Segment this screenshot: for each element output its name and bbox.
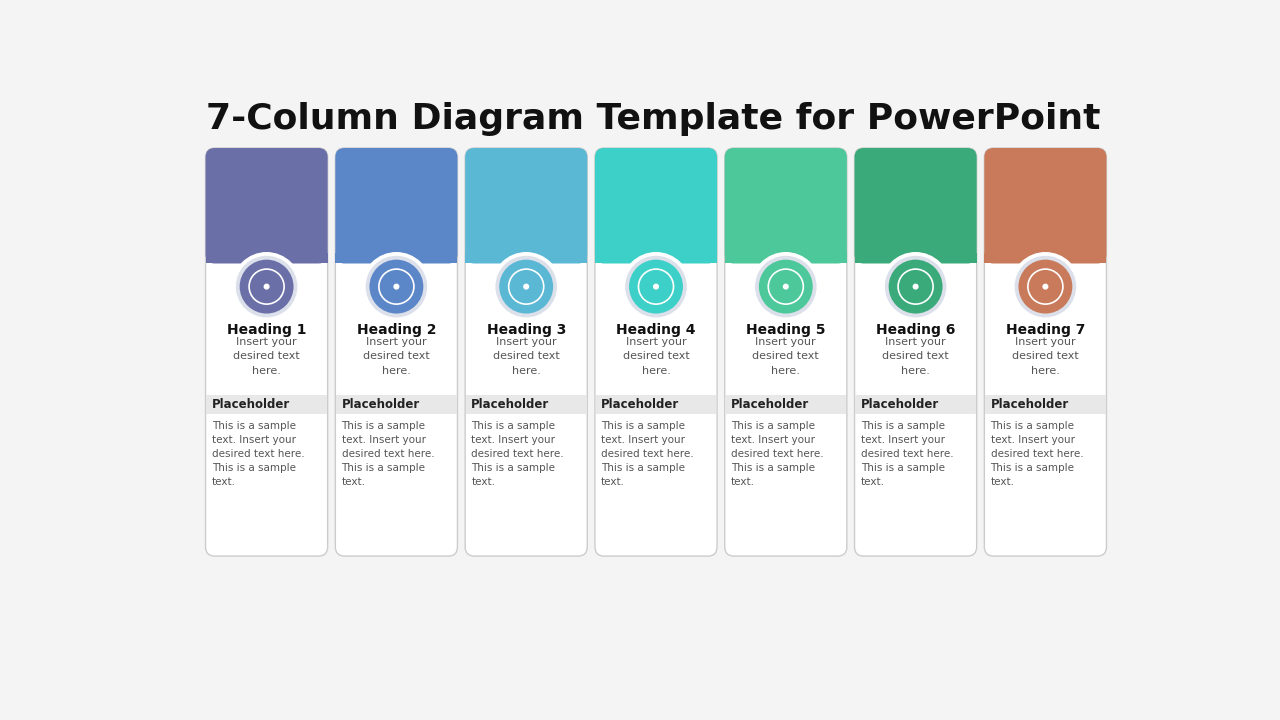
Text: Placeholder: Placeholder — [471, 398, 549, 411]
Text: This is a sample
text. Insert your
desired text here.
This is a sample
text.: This is a sample text. Insert your desir… — [211, 421, 305, 487]
Bar — [984, 253, 1106, 264]
FancyBboxPatch shape — [335, 148, 457, 556]
Circle shape — [1043, 284, 1048, 289]
Text: This is a sample
text. Insert your
desired text here.
This is a sample
text.: This is a sample text. Insert your desir… — [602, 421, 694, 487]
Circle shape — [783, 284, 788, 289]
Circle shape — [914, 284, 918, 289]
Circle shape — [884, 256, 946, 318]
Text: Heading 4: Heading 4 — [616, 323, 696, 337]
Text: This is a sample
text. Insert your
desired text here.
This is a sample
text.: This is a sample text. Insert your desir… — [991, 421, 1083, 487]
Circle shape — [751, 253, 819, 320]
Circle shape — [236, 256, 297, 318]
Circle shape — [493, 253, 561, 320]
Circle shape — [394, 284, 398, 289]
Text: Heading 6: Heading 6 — [876, 323, 955, 337]
FancyBboxPatch shape — [465, 148, 588, 556]
Circle shape — [233, 253, 301, 320]
Bar — [855, 395, 975, 414]
Text: Placeholder: Placeholder — [602, 398, 680, 411]
Circle shape — [755, 256, 817, 318]
Bar — [335, 253, 457, 264]
Bar — [206, 253, 328, 264]
Text: Insert your
desired text
here.: Insert your desired text here. — [493, 337, 559, 377]
Circle shape — [888, 260, 942, 313]
Circle shape — [759, 260, 813, 313]
Text: This is a sample
text. Insert your
desired text here.
This is a sample
text.: This is a sample text. Insert your desir… — [860, 421, 954, 487]
FancyBboxPatch shape — [855, 148, 977, 556]
Bar — [986, 395, 1106, 414]
FancyBboxPatch shape — [595, 148, 717, 264]
Circle shape — [495, 256, 557, 318]
Text: Heading 5: Heading 5 — [746, 323, 826, 337]
Text: Placeholder: Placeholder — [991, 398, 1069, 411]
Circle shape — [239, 260, 293, 313]
Circle shape — [370, 260, 424, 313]
Text: Insert your
desired text
here.: Insert your desired text here. — [622, 337, 690, 377]
FancyBboxPatch shape — [206, 148, 328, 556]
Text: Heading 1: Heading 1 — [227, 323, 306, 337]
Text: Placeholder: Placeholder — [731, 398, 809, 411]
Text: Heading 2: Heading 2 — [357, 323, 436, 337]
Text: This is a sample
text. Insert your
desired text here.
This is a sample
text.: This is a sample text. Insert your desir… — [471, 421, 564, 487]
Bar — [724, 253, 847, 264]
FancyBboxPatch shape — [724, 148, 847, 264]
Bar — [466, 395, 586, 414]
Bar — [595, 253, 717, 264]
FancyBboxPatch shape — [724, 148, 847, 556]
Bar — [337, 395, 457, 414]
Circle shape — [622, 253, 690, 320]
Circle shape — [366, 256, 428, 318]
FancyBboxPatch shape — [984, 148, 1106, 556]
Bar — [595, 395, 717, 414]
Circle shape — [1019, 260, 1073, 313]
Text: This is a sample
text. Insert your
desired text here.
This is a sample
text.: This is a sample text. Insert your desir… — [731, 421, 823, 487]
Bar — [206, 395, 326, 414]
Circle shape — [625, 256, 687, 318]
Circle shape — [264, 284, 269, 289]
Text: Insert your
desired text
here.: Insert your desired text here. — [882, 337, 948, 377]
FancyBboxPatch shape — [855, 148, 977, 264]
Circle shape — [654, 284, 658, 289]
Bar — [726, 395, 846, 414]
FancyBboxPatch shape — [595, 148, 717, 556]
Text: Insert your
desired text
here.: Insert your desired text here. — [233, 337, 300, 377]
Bar — [465, 253, 588, 264]
Text: 7-Column Diagram Template for PowerPoint: 7-Column Diagram Template for PowerPoint — [206, 102, 1100, 136]
Circle shape — [499, 260, 553, 313]
Text: Placeholder: Placeholder — [342, 398, 420, 411]
Circle shape — [882, 253, 950, 320]
Circle shape — [1011, 253, 1079, 320]
FancyBboxPatch shape — [984, 148, 1106, 264]
Circle shape — [362, 253, 430, 320]
Text: Heading 7: Heading 7 — [1006, 323, 1085, 337]
Text: Insert your
desired text
here.: Insert your desired text here. — [1012, 337, 1079, 377]
Text: Placeholder: Placeholder — [211, 398, 291, 411]
Text: Insert your
desired text
here.: Insert your desired text here. — [753, 337, 819, 377]
Circle shape — [628, 260, 684, 313]
Circle shape — [1015, 256, 1076, 318]
Circle shape — [524, 284, 529, 289]
Text: Placeholder: Placeholder — [860, 398, 940, 411]
FancyBboxPatch shape — [335, 148, 457, 264]
FancyBboxPatch shape — [206, 148, 328, 264]
Text: Insert your
desired text
here.: Insert your desired text here. — [364, 337, 430, 377]
Text: Heading 3: Heading 3 — [486, 323, 566, 337]
FancyBboxPatch shape — [465, 148, 588, 264]
Text: This is a sample
text. Insert your
desired text here.
This is a sample
text.: This is a sample text. Insert your desir… — [342, 421, 434, 487]
Bar — [855, 253, 977, 264]
